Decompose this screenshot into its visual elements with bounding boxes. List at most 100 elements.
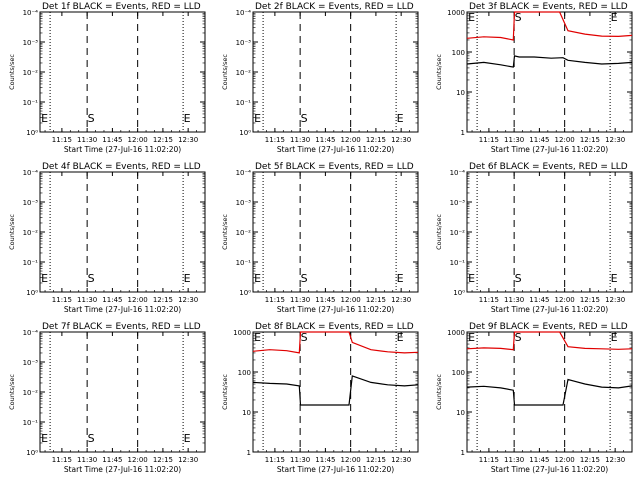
x-axis-label: Start Time (27-Jul-16 11:02:20)	[491, 465, 608, 474]
y-tick-label: 10⁻³	[236, 199, 252, 207]
x-tick-label: 12:15	[580, 456, 600, 464]
marker-letter: E	[468, 272, 475, 285]
x-tick-label: 12:00	[555, 136, 575, 144]
marker-letter: E	[611, 331, 618, 344]
y-tick-label: 10⁻³	[450, 199, 466, 207]
y-tick-label: 10⁻⁴	[236, 9, 252, 17]
marker-letter: S	[301, 112, 308, 125]
x-tick-label: 12:00	[555, 456, 575, 464]
x-tick-label: 11:45	[315, 296, 335, 304]
x-tick-label: 12:15	[153, 136, 173, 144]
y-tick-label: 10⁰	[453, 289, 465, 297]
y-axis-label: Counts/sec	[8, 374, 16, 410]
x-tick-label: 11:45	[102, 456, 122, 464]
x-tick-label: 11:15	[52, 456, 72, 464]
x-tick-label: 11:30	[77, 296, 97, 304]
plot-frame	[252, 11, 419, 133]
marker-letter: E	[611, 11, 618, 24]
x-tick-label: 12:15	[153, 296, 173, 304]
y-axis-label: Counts/sec	[8, 54, 16, 90]
y-axis-label: Counts/sec	[8, 214, 16, 250]
events-series-line	[252, 375, 419, 406]
x-tick-label: 12:30	[605, 296, 625, 304]
x-tick-label: 11:30	[290, 136, 310, 144]
y-tick-label: 10⁰	[239, 129, 251, 137]
x-tick-label: 11:15	[479, 456, 499, 464]
x-tick-label: 12:15	[153, 456, 173, 464]
x-tick-label: 11:15	[479, 296, 499, 304]
marker-letter: E	[397, 331, 404, 344]
y-tick-label: 10⁻³	[23, 359, 39, 367]
y-axis-label: Counts/sec	[221, 54, 229, 90]
marker-letter: E	[611, 272, 618, 285]
detector-panel-9: Det 9f BLACK = Events, RED = LLD Counts/s…	[435, 322, 633, 474]
y-tick-label: 100	[452, 49, 465, 57]
marker-letter: E	[41, 112, 48, 125]
marker-letter: S	[515, 331, 522, 344]
plot-frame	[466, 11, 633, 133]
detector-panel-5: Det 5f BLACK = Events, RED = LLD Counts/s…	[221, 162, 419, 314]
x-tick-label: 12:15	[366, 456, 386, 464]
panel-title: Det 2f BLACK = Events, RED = LLD	[255, 2, 414, 12]
detector-panel-1: Det 1f BLACK = Events, RED = LLD Counts/s…	[8, 2, 206, 154]
y-axis-label: Counts/sec	[221, 374, 229, 410]
detector-panel-4: Det 4f BLACK = Events, RED = LLD Counts/s…	[8, 162, 206, 314]
panel-title: Det 7f BLACK = Events, RED = LLD	[42, 322, 201, 332]
detector-panel-2: Det 2f BLACK = Events, RED = LLD Counts/s…	[221, 2, 419, 154]
x-tick-label: 12:30	[178, 456, 198, 464]
x-axis-label: Start Time (27-Jul-16 11:02:20)	[64, 145, 181, 154]
x-tick-label: 11:15	[52, 136, 72, 144]
y-tick-label: 1000	[233, 329, 251, 337]
plot-frame	[466, 331, 633, 453]
y-tick-label: 10⁻³	[236, 39, 252, 47]
y-tick-label: 10⁻²	[23, 229, 39, 237]
x-tick-label: 11:45	[529, 136, 549, 144]
lld-series-line	[466, 11, 633, 41]
panel-title: Det 1f BLACK = Events, RED = LLD	[42, 2, 201, 12]
panel-title: Det 8f BLACK = Events, RED = LLD	[255, 322, 414, 332]
y-tick-label: 10⁻²	[450, 229, 466, 237]
y-tick-label: 10⁻²	[23, 69, 39, 77]
y-tick-label: 1000	[447, 329, 465, 337]
x-tick-label: 11:45	[315, 136, 335, 144]
x-axis-label: Start Time (27-Jul-16 11:02:20)	[277, 305, 394, 314]
events-series-line	[466, 55, 633, 68]
x-tick-label: 11:30	[504, 296, 524, 304]
x-tick-label: 11:30	[77, 456, 97, 464]
x-axis-label: Start Time (27-Jul-16 11:02:20)	[64, 305, 181, 314]
x-tick-label: 11:15	[52, 296, 72, 304]
plot-frame	[39, 171, 206, 293]
x-tick-label: 12:00	[555, 296, 575, 304]
y-tick-label: 10⁰	[26, 289, 38, 297]
x-tick-label: 12:30	[391, 136, 411, 144]
y-tick-label: 10⁰	[26, 129, 38, 137]
panel-title: Det 6f BLACK = Events, RED = LLD	[469, 162, 628, 172]
x-tick-label: 12:00	[341, 136, 361, 144]
x-tick-label: 11:15	[479, 136, 499, 144]
y-tick-label: 10⁻¹	[23, 99, 39, 107]
y-tick-label: 10⁻¹	[236, 259, 252, 267]
y-tick-label: 10⁻⁴	[23, 329, 39, 337]
x-tick-label: 11:15	[265, 136, 285, 144]
detector-panel-6: Det 6f BLACK = Events, RED = LLD Counts/s…	[435, 162, 633, 314]
lld-series-line	[252, 331, 419, 354]
y-tick-label: 10⁻³	[23, 199, 39, 207]
y-tick-label: 1	[461, 449, 465, 457]
x-axis-label: Start Time (27-Jul-16 11:02:20)	[64, 465, 181, 474]
marker-letter: E	[41, 432, 48, 445]
x-tick-label: 11:45	[102, 296, 122, 304]
x-tick-label: 11:30	[290, 296, 310, 304]
marker-letter: E	[397, 112, 404, 125]
marker-letter: E	[41, 272, 48, 285]
x-axis-label: Start Time (27-Jul-16 11:02:20)	[491, 305, 608, 314]
marker-letter: E	[184, 432, 191, 445]
x-tick-label: 12:30	[605, 136, 625, 144]
y-tick-label: 10⁻⁴	[23, 169, 39, 177]
x-tick-label: 11:45	[102, 136, 122, 144]
y-tick-label: 10⁻⁴	[23, 9, 39, 17]
y-tick-label: 10	[456, 409, 465, 417]
y-tick-label: 10	[456, 89, 465, 97]
x-axis-label: Start Time (27-Jul-16 11:02:20)	[277, 145, 394, 154]
y-tick-label: 100	[452, 369, 465, 377]
y-tick-label: 10⁻²	[236, 229, 252, 237]
